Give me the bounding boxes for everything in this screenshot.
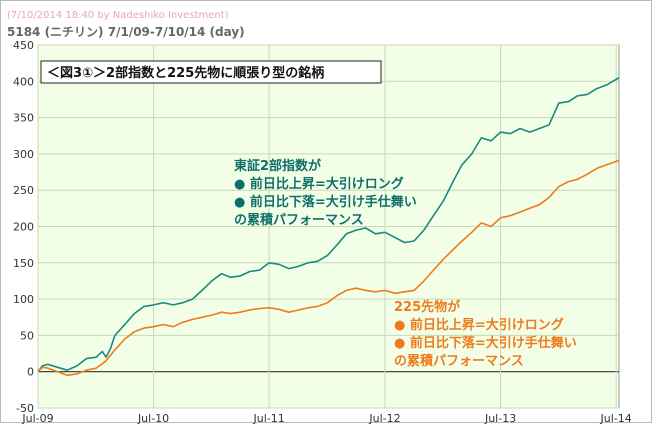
y-tick-label: 50 [20, 329, 34, 342]
x-axis: Jul-09 Jul-10 Jul-11 Jul-12 Jul-13 Jul-14 [21, 412, 631, 424]
annotation-teal-line: の累積パフォーマンス [234, 212, 364, 228]
x-tick-label: Jul-11 [253, 412, 285, 424]
y-tick-label: 150 [13, 257, 34, 270]
x-tick-label: Jul-14 [600, 412, 632, 424]
y-tick-label: 300 [13, 148, 34, 161]
y-tick-label: 450 [13, 39, 34, 52]
annotation-orange-line: ● 前日比下落=大引け手仕舞い [394, 335, 577, 351]
chart-subtitle: 5184 (ニチリン) 7/1/09-7/10/14 (day) [7, 25, 245, 39]
x-tick-label: Jul-12 [368, 412, 400, 424]
y-tick-label: 100 [13, 293, 34, 306]
y-tick-label: 250 [13, 184, 34, 197]
series-layer [37, 77, 620, 377]
annotation-teal: 東証2部指数が ● 前日比上昇=大引けロング ● 前日比下落=大引け手仕舞い の… [234, 158, 417, 228]
y-tick-label: 0 [27, 366, 34, 379]
y-tick-label: 400 [13, 75, 34, 88]
y-tick-label: -50 [16, 402, 34, 415]
annotation-orange-line: の累積パフォーマンス [394, 353, 524, 369]
x-tick-label: Jul-10 [137, 412, 169, 424]
x-tick-label: Jul-13 [484, 412, 516, 424]
annotation-teal-line: 東証2部指数が [234, 158, 321, 174]
annotation-orange-line: 225先物が [394, 299, 460, 315]
y-axis: -50 0 50 100 150 200 250 300 350 400 450 [13, 39, 34, 415]
series-line-orange [37, 159, 620, 377]
credit-label: (7/10/2014 18:40 by Nadeshiko Investment… [7, 10, 229, 21]
chart-title-box [40, 60, 382, 84]
series-line-teal [37, 77, 620, 373]
annotation-teal-line: ● 前日比上昇=大引けロング [234, 176, 404, 192]
y-tick-label: 350 [13, 112, 34, 125]
x-tick-label: Jul-09 [21, 412, 53, 424]
annotation-teal-line: ● 前日比下落=大引け手仕舞い [234, 194, 417, 210]
chart-title: ＜図3①＞2部指数と225先物に順張り型の銘柄 [47, 65, 324, 81]
annotation-orange: 225先物が ● 前日比上昇=大引けロング ● 前日比下落=大引け手仕舞い の累… [394, 299, 577, 369]
annotation-orange-line: ● 前日比上昇=大引けロング [394, 317, 564, 333]
y-tick-label: 200 [13, 221, 34, 234]
